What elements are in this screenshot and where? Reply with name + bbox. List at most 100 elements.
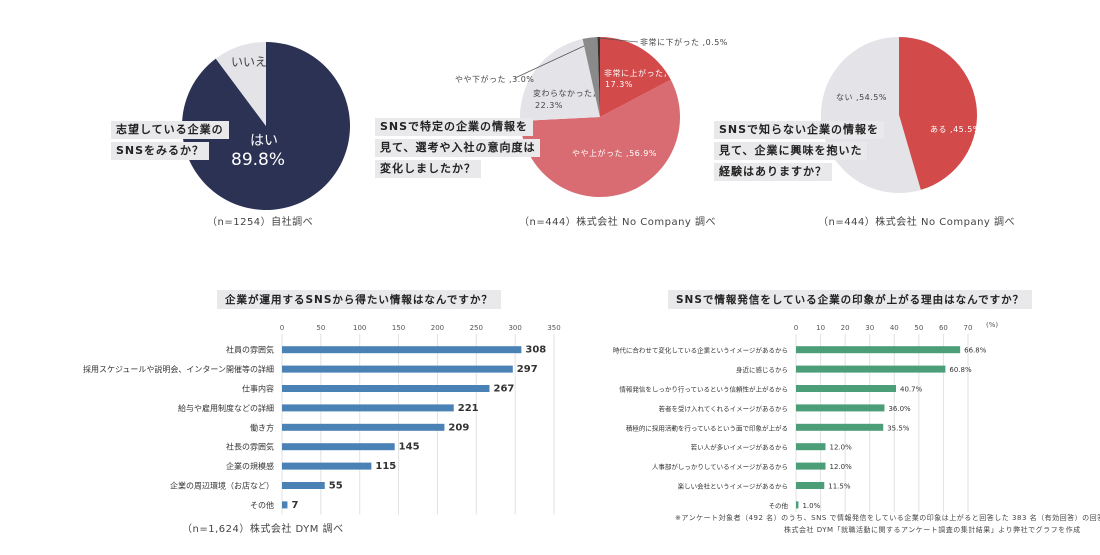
pie3-chart <box>821 37 978 193</box>
category-label: 積極的に採用活動を行っているという面で印象が上がる <box>626 423 788 432</box>
x-tick-label: 70 <box>964 324 973 332</box>
bar <box>282 365 513 373</box>
category-label: 情報発信をしっかり行っているという信頼性が上がるから <box>619 385 788 394</box>
bar <box>796 482 825 489</box>
x-tick-label: 0 <box>280 324 284 332</box>
value-label: 12.0% <box>829 444 852 452</box>
category-label: 企業の周辺環境（お店など） <box>170 481 274 491</box>
category-label: 採用スケジュールや説明会、インターン開催等の詳細 <box>83 364 274 374</box>
bar <box>282 443 395 451</box>
value-label: 297 <box>517 364 538 375</box>
pie2-note: （n=444）株式会社 No Company 調べ <box>519 217 717 228</box>
category-label: 若い人が多いイメージがあるから <box>691 443 788 452</box>
pie3-question-line2: 見て、企業に興味を抱いた <box>714 142 868 160</box>
value-label: 267 <box>493 384 514 395</box>
category-label: 企業の規模感 <box>226 461 274 471</box>
bar1-note: （n=1,624）株式会社 DYM 調べ <box>182 524 344 535</box>
category-label: 社員の雰囲気 <box>226 345 274 355</box>
category-label: 働き方 <box>250 422 274 432</box>
bar <box>796 443 826 451</box>
pie2-label-same-1: 変わらなかった， <box>533 89 601 98</box>
value-label: 36.0% <box>888 405 911 413</box>
x-tick-label: 40 <box>890 324 899 332</box>
pie2-label-up: やや上がった ,56.9% <box>572 149 657 158</box>
value-label: 209 <box>448 422 469 433</box>
x-tick-label: 200 <box>431 324 444 332</box>
pie2-slice-up <box>520 79 680 197</box>
pie3-label-yes: ある ,45.5% <box>930 125 981 134</box>
pie2-question-line1: SNSで特定の企業の情報を <box>375 118 534 136</box>
value-label: 12.0% <box>829 463 852 471</box>
value-label: 1.0% <box>802 502 820 510</box>
pie3-note: （n=444）株式会社 No Company 調べ <box>818 217 1016 228</box>
pie2-slice-same <box>520 38 600 122</box>
value-label: 7 <box>291 500 298 511</box>
bar <box>282 346 522 354</box>
category-label: その他 <box>250 500 274 510</box>
bar <box>796 346 961 354</box>
bar <box>282 385 490 392</box>
pie2-slice-very-up <box>600 37 671 117</box>
x-tick-label: 20 <box>841 324 850 332</box>
x-tick-label: 350 <box>547 324 560 332</box>
pie1-chart <box>181 42 350 211</box>
value-label: 221 <box>458 403 479 414</box>
value-label: 55 <box>329 481 343 492</box>
value-label: 308 <box>525 345 546 356</box>
x-tick-label: 300 <box>508 324 521 332</box>
pie1-slice-no <box>215 42 266 126</box>
bar <box>282 404 454 412</box>
pie2-label-same-2: 22.3% <box>535 101 563 110</box>
bar <box>796 385 897 392</box>
x-tick-label: 250 <box>470 324 483 332</box>
bar1-title: 企業が運用するSNSから得たい情報はなんですか？ <box>217 290 501 309</box>
value-label: 35.5% <box>887 424 910 432</box>
x-tick-label: 150 <box>392 324 405 332</box>
pie3-question-line1: SNSで知らない企業の情報を <box>714 121 885 139</box>
bar <box>796 501 799 509</box>
category-label: 身近に感じるから <box>736 365 788 374</box>
x-tick-label: 10 <box>816 324 825 332</box>
bar <box>796 404 885 412</box>
category-label: 時代に合わせて変化している企業というイメージがあるから <box>613 346 788 355</box>
bar <box>282 423 445 431</box>
pie1-slice-label-no: いいえ <box>231 55 268 69</box>
value-label: 40.7% <box>900 386 923 394</box>
pie1-slice-value-yes: 89.8% <box>231 150 286 170</box>
category-label: 給与や雇用制度などの詳細 <box>178 403 274 413</box>
category-label: 人事部がしっかりしているイメージがあるから <box>652 462 788 471</box>
category-label: その他 <box>769 501 789 510</box>
value-label: 60.8% <box>949 366 972 374</box>
x-tick-label: 50 <box>914 324 923 332</box>
pie2-question-line3: 変化しましたか？ <box>375 160 481 178</box>
bar <box>796 423 884 431</box>
category-label: 仕事内容 <box>242 384 274 394</box>
pie1-note: （n=1254）自社調べ <box>207 217 314 228</box>
bar <box>282 482 325 489</box>
category-label: 若者を受け入れてくれるイメージがあるから <box>659 404 788 413</box>
bar1-chart: 0 50 100 150 200 250 300 350 社員の雰囲気 308 採用スケジュールや説… <box>83 324 561 515</box>
bar2-note-1: ※アンケート対象者（492 名）のうち、SNS で情報発信をしている企業の印象は… <box>675 514 1100 522</box>
x-tick-label: 60 <box>939 324 948 332</box>
bar <box>282 462 372 470</box>
value-label: 115 <box>375 461 396 472</box>
bar2-chart: 0 10 20 30 40 50 60 70 (%) 時代に合わせて変化している企業というイメージ… <box>613 322 998 512</box>
value-label: 66.8% <box>964 347 987 355</box>
pie2-label-down: やや下がった ,3.0% <box>455 75 535 84</box>
x-tick-label: 30 <box>865 324 874 332</box>
bar <box>282 501 288 509</box>
unit-label: (%) <box>986 322 998 329</box>
category-label: 楽しい会社というイメージがあるから <box>678 482 788 491</box>
bar2-note-2: 株式会社 DYM「就職活動に関するアンケート調査の集計結果」より弊社でグラフを作… <box>784 526 1081 534</box>
value-label: 11.5% <box>828 483 851 491</box>
pie2-slice-very-down <box>597 37 600 117</box>
bar2-title: SNSで情報発信をしている企業の印象が上がる理由はなんですか？ <box>668 290 1033 309</box>
x-tick-label: 0 <box>794 324 798 332</box>
pie2-label-very-up-2: 17.3% <box>605 80 633 89</box>
x-tick-label: 50 <box>316 324 325 332</box>
x-tick-label: 100 <box>353 324 366 332</box>
pie3-slice-yes <box>899 37 978 190</box>
pie2-chart <box>520 37 680 197</box>
pie1-question-line2: SNSをみるか？ <box>111 142 210 160</box>
